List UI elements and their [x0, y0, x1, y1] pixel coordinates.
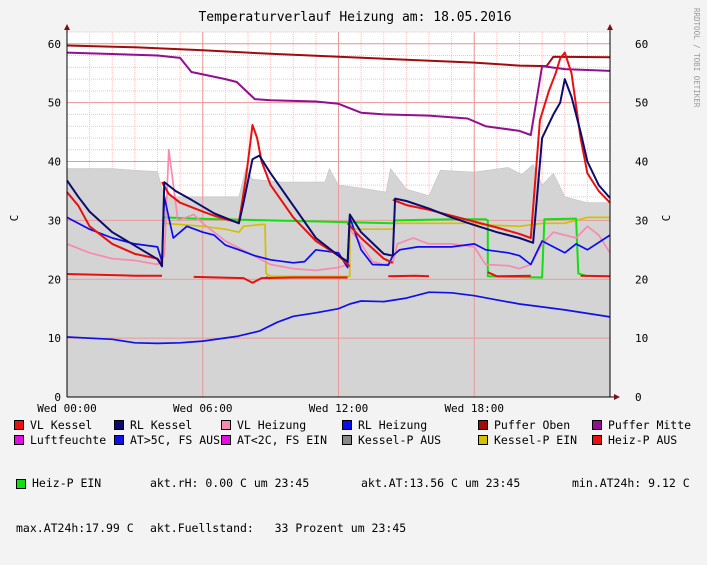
legend-label: Kessel-P AUS	[358, 432, 442, 447]
x-tick-label: Wed 06:00	[173, 402, 233, 415]
legend-swatch	[221, 435, 231, 446]
legend-label: Puffer Mitte	[608, 418, 692, 432]
legend-row: Luftfeuchte AT>5C, FS AUS AT<2C, FS EIN …	[14, 433, 704, 448]
x-tick-label: Wed 12:00	[309, 402, 369, 415]
legend: VL Kessel RL Kessel VL Heizung RL Heizun…	[14, 418, 704, 447]
legend-item-heiz-p-aus: Heiz-P AUS	[592, 433, 677, 448]
legend-item-at-gt5: AT>5C, FS AUS	[114, 433, 221, 448]
legend-swatch	[14, 435, 24, 446]
series-line-puffer-mitte	[66, 51, 611, 136]
legend-row: VL Kessel RL Kessel VL Heizung RL Heizun…	[14, 418, 704, 433]
legend-swatch	[592, 420, 602, 431]
y-axis-label-right: C	[660, 215, 673, 222]
legend-label: AT>5C, FS AUS	[130, 432, 221, 447]
y-tick-label-left: 50	[48, 97, 61, 110]
legend-item-rl-kessel: RL Kessel	[114, 418, 221, 433]
legend-label: RL Heizung	[358, 418, 428, 432]
legend-item-at-lt2: AT<2C, FS EIN	[221, 433, 342, 448]
y-axis-label-left: C	[8, 215, 21, 222]
status-akt-rh: akt.rH: 0.00 C um 23:45	[150, 476, 310, 491]
y-tick-label-right: 10	[635, 332, 648, 345]
x-tick-label: Wed 00:00	[37, 402, 97, 415]
legend-item-kessel-p-ein: Kessel-P EIN	[478, 433, 592, 448]
legend-swatch	[342, 435, 352, 446]
y-tick-label-left: 0	[54, 391, 61, 404]
status-fuellstand: akt.Fuellstand: 33 Prozent um 23:45	[150, 520, 407, 535]
series-line-vl-kessel	[487, 271, 531, 278]
series-line-vl-kessel	[346, 222, 394, 264]
legend-swatch	[221, 420, 231, 431]
legend-swatch	[114, 420, 124, 431]
series-line-rl-kessel	[66, 78, 611, 268]
legend-swatch	[592, 435, 602, 446]
legend-item-kessel-p-aus: Kessel-P AUS	[342, 433, 478, 448]
y-tick-label-right: 40	[635, 156, 648, 169]
series-layer	[66, 44, 611, 345]
rrdtool-watermark: RRDTOOL / TOBI OETIKER	[692, 8, 701, 108]
series-line-vl-kessel	[161, 124, 351, 268]
legend-swatch	[16, 478, 26, 489]
legend-item-puffer-oben: Puffer Oben	[478, 418, 592, 433]
series-line-vl-kessel	[580, 274, 611, 278]
legend-label: Kessel-P EIN	[494, 432, 578, 447]
y-tick-label-right: 20	[635, 273, 648, 286]
series-line-vl-kessel	[66, 273, 162, 277]
legend-item-heiz-p-ein: Heiz-P EIN	[16, 476, 150, 491]
legend-item-rl-heizung: RL Heizung	[342, 418, 478, 433]
chart-title: Temperaturverlauf Heizung am: 18.05.2016	[198, 10, 511, 25]
y-tick-label-left: 10	[48, 332, 61, 345]
legend-label: VL Heizung	[237, 418, 307, 432]
y-tick-label-right: 30	[635, 214, 648, 227]
series-line-vl-heizung	[66, 148, 611, 272]
legend-item-vl-heizung: VL Heizung	[221, 418, 342, 433]
y-tick-label-left: 30	[48, 214, 61, 227]
series-line-puffer-oben	[66, 44, 611, 68]
legend-item-vl-kessel: VL Kessel	[14, 418, 114, 433]
rrd-chart-image: Temperaturverlauf Heizung am: 18.05.2016…	[8, 8, 704, 535]
legend-label: RL Kessel	[130, 418, 193, 432]
status-block: Heiz-P EIN akt.rH: 0.00 C um 23:45 akt.A…	[16, 447, 690, 565]
legend-item-luftfeuchte: Luftfeuchte	[14, 433, 114, 448]
status-max-at: max.AT24h:17.99 C	[16, 520, 134, 535]
legend-swatch	[14, 420, 24, 431]
series-line-at-gt5	[66, 291, 611, 345]
legend-swatch	[478, 420, 488, 431]
y-tick-label-left: 40	[48, 156, 61, 169]
x-tick-label: Wed 18:00	[444, 402, 504, 415]
y-tick-label-right: 60	[635, 38, 648, 51]
x-axis-arrow	[614, 394, 620, 400]
legend-label: VL Kessel	[30, 418, 93, 432]
y-tick-label-left: 20	[48, 273, 61, 286]
series-line-vl-kessel	[193, 275, 348, 284]
legend-item-puffer-mitte: Puffer Mitte	[592, 418, 691, 433]
legend-label: Luftfeuchte	[30, 432, 107, 447]
temperature-chart: Temperaturverlauf Heizung am: 18.05.2016…	[8, 8, 701, 415]
status-min-at: min.AT24h: 9.12 C	[572, 476, 690, 491]
y-tick-label-right: 50	[635, 97, 648, 110]
legend-label: Heiz-P AUS	[608, 432, 678, 447]
legend-label: AT<2C, FS EIN	[237, 432, 328, 447]
y-axis-arrow	[64, 24, 70, 30]
legend-label: Puffer Oben	[494, 418, 571, 432]
legend-swatch	[478, 435, 488, 446]
tick-labels: 0 0 10 10 20 20 30 30 40 40 50 50 60 60 Wed 00:00 Wed 0…	[37, 38, 648, 415]
legend-label: Heiz-P EIN	[32, 476, 102, 491]
axes-layer	[64, 24, 620, 400]
legend-swatch	[114, 435, 124, 446]
status-akt-at: akt.AT:13.56 C um 23:45	[361, 476, 521, 491]
y-tick-label-left: 60	[48, 38, 61, 51]
y-axis-right-arrow	[607, 24, 613, 30]
legend-swatch	[342, 420, 352, 431]
y-tick-label-right: 0	[635, 391, 642, 404]
series-line-vl-kessel	[392, 51, 611, 239]
series-line-vl-kessel	[388, 274, 430, 278]
